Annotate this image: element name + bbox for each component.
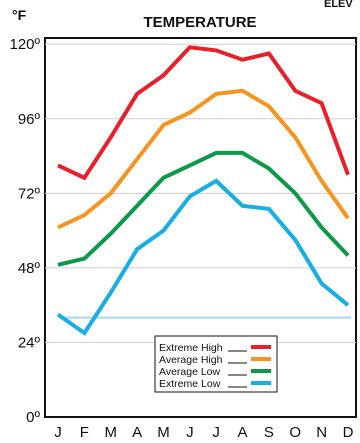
- series-line-extreme-low: [56, 178, 350, 336]
- x-tick-label: J: [54, 424, 62, 441]
- y-tick-label: 0º: [26, 409, 40, 426]
- x-tick-label: D: [343, 424, 354, 441]
- series-line-extreme-high: [57, 45, 350, 181]
- y-tick-label: 96º: [18, 111, 41, 128]
- x-tick-label: S: [264, 424, 274, 441]
- x-tick-label: M: [104, 424, 117, 441]
- x-tick-label: A: [132, 424, 142, 441]
- x-tick-label: N: [316, 424, 327, 441]
- series-lines: [56, 45, 350, 336]
- y-tick-label: 120º: [9, 36, 40, 53]
- legend-label: Extreme Low: [159, 378, 221, 390]
- x-tick-label: J: [212, 424, 220, 441]
- y-tick-label: 72º: [18, 185, 41, 202]
- x-tick-label: O: [289, 424, 301, 441]
- series-line-average-low: [57, 150, 350, 267]
- corner-label: ELEV: [324, 0, 353, 10]
- x-tick-label: A: [238, 424, 248, 441]
- legend-label: Extreme High: [159, 342, 223, 354]
- y-tick-label: 24º: [18, 334, 41, 351]
- x-tick-label: J: [186, 424, 194, 441]
- y-axis-ticks: 0º 24º 48º 72º 96º 120º: [9, 36, 40, 426]
- chart-title: TEMPERATURE: [143, 14, 256, 31]
- legend-label: Average High: [159, 354, 223, 366]
- legend-label: Average Low: [159, 366, 221, 378]
- series-line-average-high: [57, 88, 350, 230]
- y-unit-label: °F: [12, 7, 27, 23]
- grid: [45, 43, 356, 343]
- x-tick-label: M: [157, 424, 170, 441]
- y-tick-label: 48º: [18, 260, 41, 277]
- x-tick-label: F: [80, 424, 89, 441]
